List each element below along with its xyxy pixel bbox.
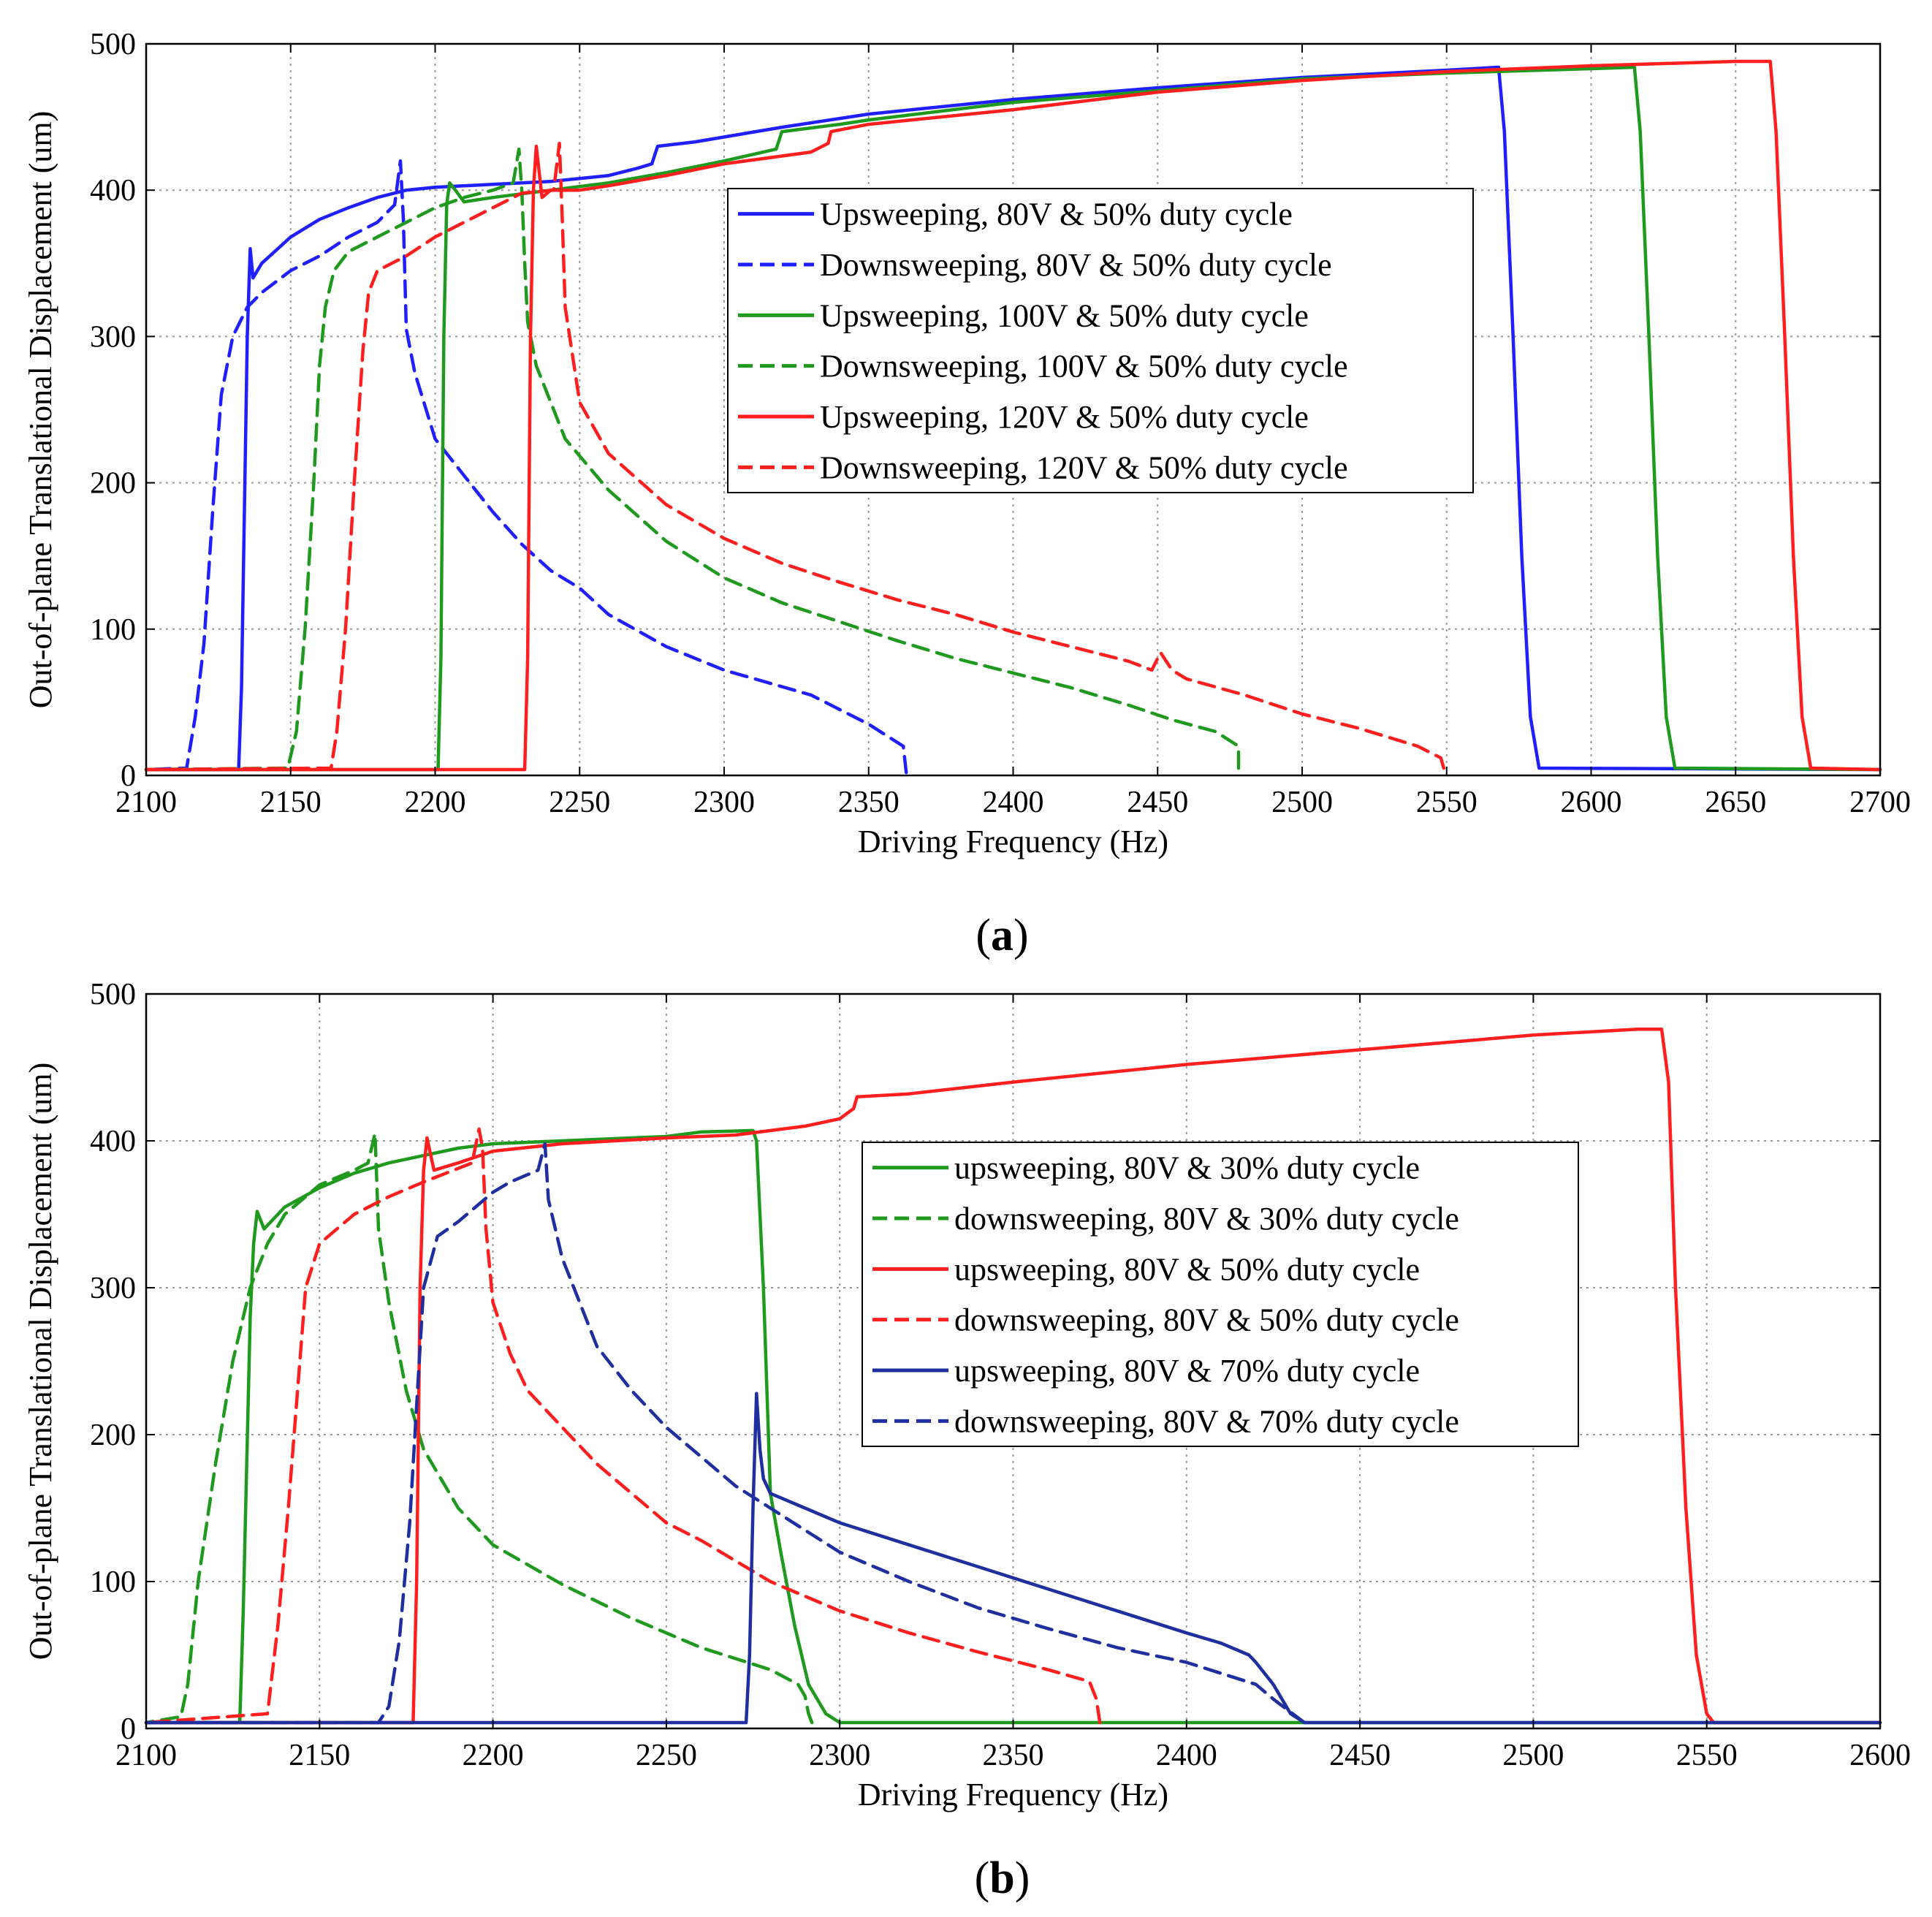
y-tick-label: 200 [90,467,136,501]
y-tick-label: 400 [90,174,136,208]
y-tick-label: 300 [90,320,136,354]
legend-label: upsweeping, 80V & 30% duty cycle [954,1150,1420,1186]
y-tick-label: 400 [90,1125,136,1158]
legend-label: Downsweeping, 100V & 50% duty cycle [820,349,1348,384]
x-tick-label: 2100 [115,1739,177,1772]
y-tick-label: 500 [90,978,136,1011]
legend-label: upsweeping, 80V & 70% duty cycle [954,1353,1420,1389]
legend-label: upsweeping, 80V & 50% duty cycle [954,1251,1420,1287]
x-tick-label: 2450 [1127,786,1188,819]
legend-label: Downsweeping, 80V & 50% duty cycle [820,247,1332,283]
y-tick-label: 500 [90,28,136,61]
series-line-a-5 [144,141,1446,772]
x-tick-label: 2200 [463,1739,524,1772]
x-axis-label: Driving Frequency (Hz) [858,824,1168,859]
legend-label: downsweeping, 80V & 50% duty cycle [954,1302,1459,1338]
x-tick-label: 2600 [1561,786,1622,819]
series-line-a-2 [144,65,1882,772]
legend-box [727,188,1474,493]
x-tick-label: 2700 [1849,786,1911,819]
x-tick-label: 2200 [405,786,466,819]
series-line-a-1 [144,159,908,775]
x-tick-label: 2250 [636,1739,697,1772]
x-tick-label: 2300 [809,1739,870,1772]
y-axis-label: Out-of-plane Translational Displacement … [23,1063,58,1660]
x-tick-label: 2450 [1329,1739,1391,1772]
chart-panel-b: 2100 2150 2200 2250 2300 2350 2400 2450 2500 2550… [23,978,1911,1903]
legend-label: downsweeping, 80V & 30% duty cycle [954,1201,1459,1237]
series-line-b-2 [144,1027,1882,1725]
x-tick-label: 2250 [549,786,610,819]
x-tick-label: 2400 [1156,1739,1217,1772]
x-axis-label: Driving Frequency (Hz) [858,1777,1168,1812]
panel-label: (a) [975,911,1028,960]
series-line-b-3 [144,1127,1102,1725]
x-tick-label: 2150 [289,1739,350,1772]
y-tick-label: 0 [121,759,136,793]
x-tick-label: 2400 [983,786,1044,819]
panel-label: (b) [975,1853,1030,1903]
series-line-b-4 [144,1392,1882,1725]
series-line-b-0 [144,1128,1882,1725]
legend-label: Upsweeping, 100V & 50% duty cycle [820,297,1309,333]
legend-label: Upsweeping, 80V & 50% duty cycle [820,197,1293,232]
x-tick-label: 2100 [115,786,177,819]
legend-label: Upsweeping, 120V & 50% duty cycle [820,399,1309,435]
chart-panel-a: 2100 2150 2200 2250 2300 2350 2400 2450 2500 2550… [23,28,1911,960]
x-tick-label: 2300 [693,786,755,819]
series-line-a-4 [144,59,1882,772]
y-tick-label: 0 [121,1712,136,1746]
x-tick-label: 2350 [983,1739,1044,1772]
legend: Upsweeping, 80V & 50% duty cycle Downswee… [727,188,1474,493]
legend-box [862,1142,1579,1447]
y-tick-label: 200 [90,1419,136,1452]
series-line-b-1 [144,1131,814,1725]
x-tick-label: 2350 [838,786,900,819]
x-tick-label: 2650 [1705,786,1766,819]
series-line-b-5 [144,1142,1307,1725]
x-tick-label: 2500 [1502,1739,1564,1772]
y-tick-label: 100 [90,613,136,647]
series-line-a-3 [144,147,1241,772]
y-axis-label: Out-of-plane Translational Displacement … [23,111,58,708]
x-tick-label: 2500 [1271,786,1333,819]
legend-label: downsweeping, 80V & 70% duty cycle [954,1403,1459,1439]
x-tick-label: 2150 [260,786,322,819]
series-line-a-0 [144,65,1882,772]
y-tick-label: 100 [90,1565,136,1599]
legend-label: Downsweeping, 120V & 50% duty cycle [820,449,1348,485]
x-tick-label: 2550 [1416,786,1477,819]
x-tick-label: 2600 [1849,1739,1911,1772]
y-tick-label: 300 [90,1272,136,1305]
x-tick-label: 2550 [1676,1739,1738,1772]
legend: upsweeping, 80V & 30% duty cycle downswee… [862,1142,1579,1447]
